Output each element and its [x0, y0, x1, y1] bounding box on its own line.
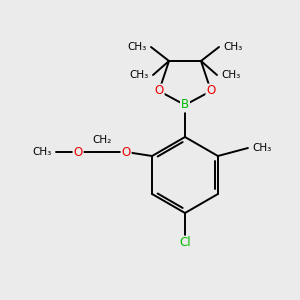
Text: O: O	[122, 146, 131, 158]
Text: O: O	[206, 85, 216, 98]
Text: B: B	[181, 98, 189, 112]
Text: CH₃: CH₃	[221, 70, 240, 80]
Text: CH₃: CH₃	[252, 143, 271, 153]
Text: CH₃: CH₃	[223, 42, 242, 52]
Text: CH₃: CH₃	[130, 70, 149, 80]
Text: O: O	[74, 146, 83, 158]
Text: O: O	[154, 85, 164, 98]
Text: CH₃: CH₃	[128, 42, 147, 52]
Text: CH₃: CH₃	[33, 147, 52, 157]
Text: Cl: Cl	[179, 236, 191, 250]
Text: CH₂: CH₂	[92, 135, 112, 145]
